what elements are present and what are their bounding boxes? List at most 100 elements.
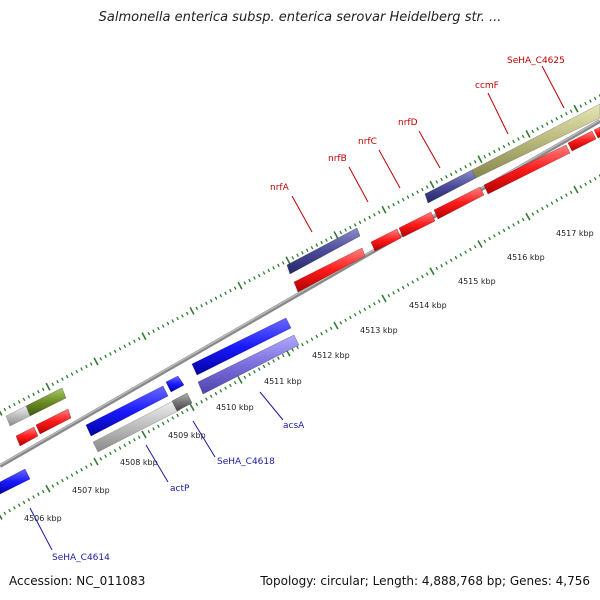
minor-tick — [61, 478, 64, 483]
minor-tick — [584, 101, 587, 106]
gene-feature[interactable] — [165, 375, 185, 393]
minor-tick — [51, 382, 55, 386]
tick-label: 4506 kbp — [24, 514, 62, 523]
lower-tick-track — [0, 174, 600, 520]
gene-feature[interactable] — [0, 468, 31, 495]
minor-tick — [209, 394, 213, 399]
gene-label-ccmF[interactable]: ccmF — [475, 81, 499, 91]
gene-label-SeHA_C4618[interactable]: SeHA_C4618 — [217, 457, 275, 467]
minor-tick — [449, 172, 453, 177]
gene-feature[interactable] — [15, 426, 39, 447]
minor-tick — [473, 160, 477, 164]
tick-label: 4510 kbp — [216, 403, 254, 412]
minor-tick — [51, 484, 55, 488]
gene-label-actP[interactable]: actP — [170, 484, 190, 494]
major-tick — [525, 212, 531, 221]
major-tick — [93, 357, 99, 366]
minor-tick — [363, 218, 367, 222]
minor-tick — [483, 154, 487, 159]
minor-tick — [157, 326, 160, 331]
gene-feature[interactable] — [35, 408, 72, 435]
minor-tick — [310, 245, 314, 250]
major-tick — [141, 332, 147, 341]
gene-feature[interactable] — [197, 334, 300, 395]
label-leader-line — [145, 444, 169, 483]
minor-tick — [521, 217, 525, 222]
minor-tick — [161, 324, 165, 328]
tick-labels: 4506 kbp 4507 kbp 4508 kbp 4509 kbp 4510… — [24, 229, 594, 523]
minor-tick — [445, 175, 448, 179]
minor-tick — [507, 142, 511, 146]
minor-tick — [315, 334, 319, 339]
gene-label-acsA[interactable]: acsA — [283, 421, 305, 431]
minor-tick — [253, 370, 256, 374]
gene-feature[interactable] — [5, 405, 31, 427]
minor-tick — [565, 111, 568, 116]
minor-tick — [219, 293, 223, 298]
gene-feature[interactable] — [471, 103, 600, 179]
minor-tick — [8, 508, 11, 513]
gene-feature[interactable] — [398, 211, 436, 238]
minor-tick — [147, 429, 151, 434]
minor-tick — [517, 220, 520, 224]
minor-tick — [305, 340, 309, 344]
minor-tick — [541, 124, 544, 129]
minor-tick — [65, 476, 69, 480]
minor-tick — [387, 205, 391, 209]
minor-tick — [171, 319, 175, 323]
gene-feature[interactable] — [567, 130, 597, 152]
minor-tick — [373, 302, 376, 306]
label-leader-line — [418, 130, 441, 169]
gene-label-nrfB[interactable]: nrfB — [328, 154, 347, 164]
gene-label-nrfD[interactable]: nrfD — [398, 118, 418, 128]
minor-tick — [262, 271, 266, 275]
minor-tick — [41, 387, 45, 391]
minor-tick — [579, 185, 583, 189]
minor-tick — [531, 212, 535, 216]
minor-tick — [281, 353, 285, 358]
minor-tick — [137, 435, 141, 439]
major-tick — [45, 484, 51, 493]
minor-tick — [32, 495, 35, 499]
gene-feature[interactable] — [92, 399, 181, 453]
minor-tick — [512, 139, 515, 144]
minor-tick — [17, 400, 21, 404]
minor-tick — [109, 352, 112, 356]
minor-tick — [109, 451, 112, 456]
gene-label-nrfA[interactable]: nrfA — [270, 183, 290, 193]
minor-tick — [233, 286, 237, 290]
major-tick — [189, 306, 195, 315]
gene-label-nrfC[interactable]: nrfC — [358, 137, 377, 147]
gene-feature[interactable] — [25, 387, 67, 417]
minor-tick — [377, 210, 381, 215]
major-tick — [0, 410, 3, 416]
minor-tick — [493, 234, 496, 238]
gene-feature[interactable] — [85, 385, 169, 437]
minor-tick — [358, 310, 362, 314]
minor-tick — [3, 407, 7, 412]
gene-feature[interactable] — [293, 247, 366, 293]
minor-tick — [406, 283, 410, 287]
gene-feature[interactable] — [191, 317, 292, 376]
minor-tick — [22, 397, 26, 402]
minor-tick — [13, 402, 16, 407]
minor-tick — [291, 256, 295, 260]
minor-tick — [545, 204, 549, 208]
minor-tick — [181, 410, 184, 415]
minor-tick — [469, 247, 472, 252]
gene-feature[interactable] — [593, 126, 600, 139]
gene-feature[interactable] — [370, 228, 402, 252]
upper-tick-track — [0, 94, 600, 416]
minor-tick — [205, 301, 208, 306]
gene-feature[interactable] — [483, 144, 571, 195]
gene-label-SeHA_C4625[interactable]: SeHA_C4625 — [507, 56, 565, 66]
gene-label-SeHA_C4614[interactable]: SeHA_C4614 — [52, 553, 110, 563]
major-tick — [45, 382, 51, 391]
gene-feature[interactable] — [171, 392, 193, 412]
gene-feature[interactable] — [433, 186, 485, 220]
gene-feature[interactable] — [286, 227, 361, 275]
minor-tick — [421, 187, 424, 192]
accession-text: Accession: NC_011083 — [9, 574, 146, 588]
minor-tick — [195, 306, 199, 311]
